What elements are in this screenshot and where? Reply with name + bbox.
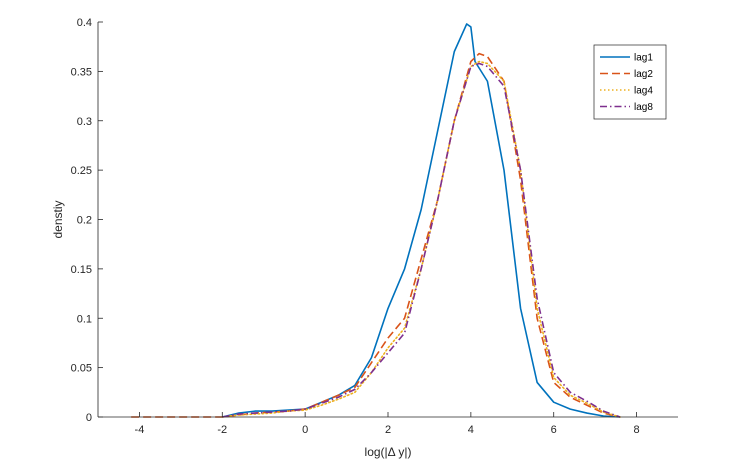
y-tick-label: 0.25 xyxy=(71,165,92,177)
series-line-lag8 xyxy=(222,62,621,418)
y-tick-label: 0.2 xyxy=(77,215,92,227)
y-tick-label: 0.1 xyxy=(77,313,92,325)
y-tick-label: 0.35 xyxy=(71,66,92,78)
y-axis-label: denstiy xyxy=(51,200,65,238)
legend-label-lag1: lag1 xyxy=(634,53,653,64)
y-tick-label: 0.3 xyxy=(77,116,92,128)
x-tick-label: 6 xyxy=(551,424,557,436)
x-tick-label: 8 xyxy=(634,424,640,436)
y-tick-label: 0 xyxy=(86,412,92,424)
y-tick-label: 0.15 xyxy=(71,264,92,276)
x-tick-label: -2 xyxy=(217,424,227,436)
series-layer xyxy=(131,23,621,418)
x-tick-label: 4 xyxy=(468,424,474,436)
y-tick-label: 0.05 xyxy=(71,363,92,375)
x-tick-label: -4 xyxy=(135,424,145,436)
x-tick-label: 0 xyxy=(302,424,308,436)
legend-box xyxy=(593,44,667,120)
legend-label-lag2: lag2 xyxy=(634,69,653,80)
legend-label-lag8: lag8 xyxy=(634,102,653,113)
plot-background xyxy=(98,22,678,417)
series-line-lag2 xyxy=(131,52,621,418)
y-tick-label: 0.4 xyxy=(77,17,92,29)
plot-area xyxy=(98,22,678,417)
axes: -4 -2 0 2 4 6 8 0 0.05 0.1 0.15 0.2 0.25 0.3 0.35 0.4 xyxy=(71,17,678,436)
x-tick-label: 2 xyxy=(385,424,391,436)
legend-label-lag4: lag4 xyxy=(634,86,653,97)
x-axis-label: log(|Δ y|) xyxy=(365,445,412,459)
legend: lag1 lag2 lag4 lag8 xyxy=(593,44,667,120)
